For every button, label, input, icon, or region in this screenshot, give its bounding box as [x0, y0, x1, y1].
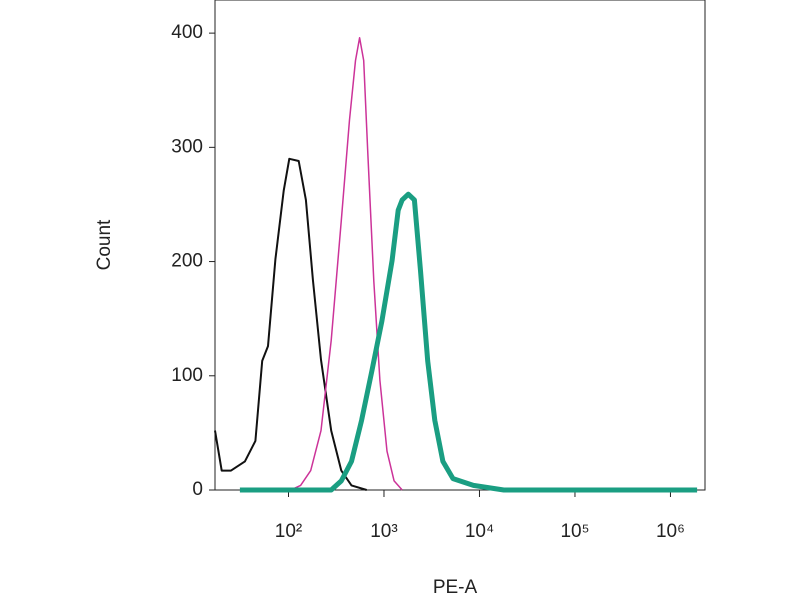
- y-axis-label: Count: [94, 219, 115, 270]
- series-line: [239, 191, 698, 493]
- x-tick-label: 10²: [275, 521, 302, 542]
- x-tick-label: 10⁴: [465, 521, 494, 542]
- y-tick-label: 300: [171, 136, 203, 157]
- x-tick-label: 10³: [370, 521, 397, 542]
- x-axis-label: PE-A: [433, 577, 478, 598]
- x-tick-label: 10⁵: [560, 521, 589, 542]
- y-tick-label: 0: [192, 479, 203, 500]
- series-line: [290, 36, 403, 491]
- series-line: [214, 157, 367, 491]
- y-tick-label: 400: [171, 22, 203, 43]
- y-tick-label: 200: [171, 251, 203, 272]
- plot-frame: [214, 0, 706, 491]
- y-tick-label: 100: [171, 365, 203, 386]
- x-tick-label: 10⁶: [656, 521, 685, 542]
